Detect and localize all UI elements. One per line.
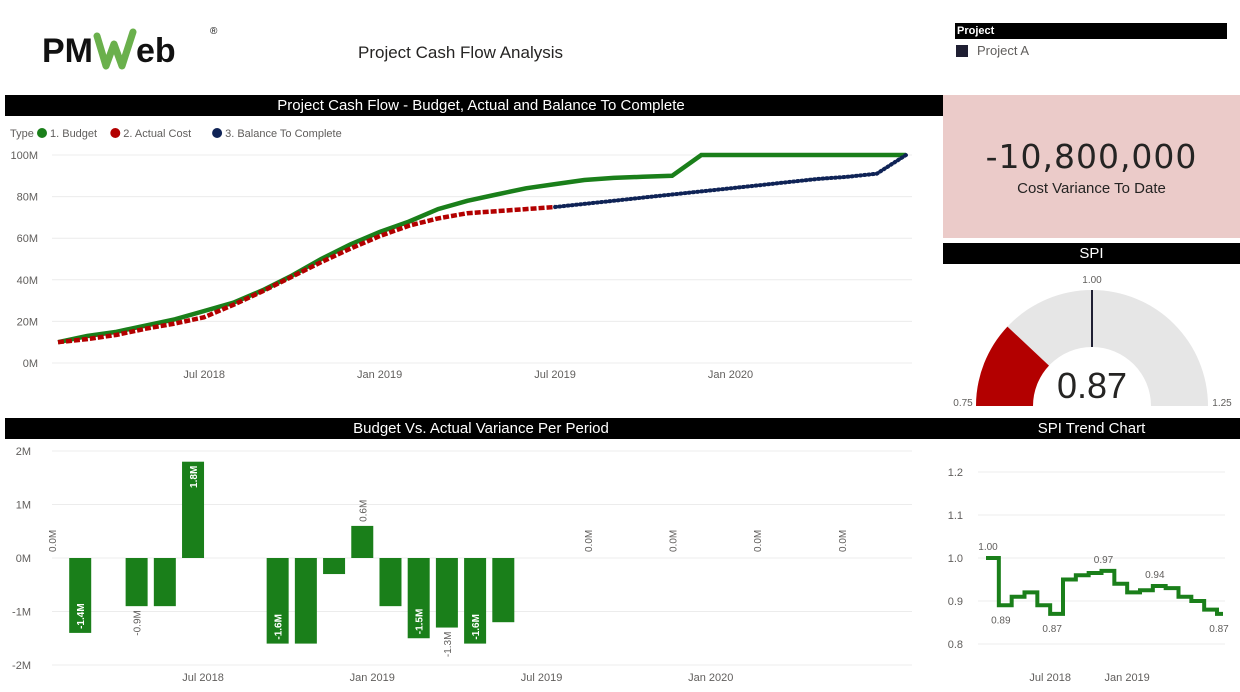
legend-label: 2. Actual Cost [123,128,191,140]
legend-marker [110,128,121,138]
variance-bar [492,558,515,623]
x-tick-label: Jul 2018 [182,672,224,684]
variance-bar [69,558,92,633]
svg-text:PM: PM [42,32,93,70]
y-tick-label: 40M [17,275,38,287]
x-tick-label: Jan 2019 [357,369,402,381]
variance-bar [407,558,430,639]
y-tick-label: 1.0 [948,553,963,565]
y-tick-label: 0.9 [948,596,963,608]
y-tick-label: 80M [17,192,38,204]
gauge-min-label: 0.75 [953,398,973,409]
series-line-2 [57,204,556,345]
slicer-heading: Project [955,23,1227,39]
bar-data-label: -1.5M [415,609,426,635]
legend-label: 1. Budget [50,128,97,140]
x-tick-label: Jan 2019 [350,672,395,684]
y-tick-label: 0M [16,553,31,565]
legend-title: Type [10,128,34,140]
variance-bar [435,558,458,628]
bar-data-label: 0.0M [838,530,849,552]
checkbox-icon[interactable] [956,44,968,57]
variance-bar [464,558,487,644]
variance-bar [266,558,289,644]
variance-bar [182,461,205,558]
cost-variance-card: -10,800,000 Cost Variance To Date [943,95,1240,238]
y-tick-label: 1M [16,500,31,512]
variance-chart: -2M -1M 0M 1M 2M Jul 2018 Jan 2019 Jul 2019 Jan … [12,446,912,684]
gauge-max-label: 1.25 [1212,398,1232,409]
spi-title: SPI [943,243,1240,264]
cost-variance-label: Cost Variance To Date [1017,180,1166,197]
y-tick-label: -1M [12,607,31,619]
variance-chart-title: Budget Vs. Actual Variance Per Period [5,418,957,439]
series-line-1 [57,152,906,345]
variance-bar [323,558,346,575]
y-tick-label: -2M [12,660,31,672]
x-tick-label: Jan 2020 [688,672,733,684]
x-tick-label: Jul 2018 [1029,672,1071,684]
bar-data-label: 1.8M [189,466,200,488]
y-tick-label: 20M [17,316,38,328]
slicer-item-label: Project A [977,43,1030,58]
bar-data-label: -1.3M [443,632,454,658]
spi-data-label: 0.94 [1145,570,1165,581]
spi-data-label: 0.87 [1209,624,1229,635]
spi-data-label: 0.89 [991,615,1011,626]
bar-data-label: -1.4M [76,603,87,629]
y-tick-label: 60M [17,233,38,245]
spi-trend-title: SPI Trend Chart [943,418,1240,439]
cost-variance-value: -10,800,000 [985,137,1198,176]
variance-bar [125,558,148,607]
variance-bar [294,558,317,644]
spi-data-label: 0.87 [1042,624,1062,635]
variance-bar [351,525,374,558]
gauge-fill [976,326,1049,406]
y-tick-label: 0M [23,358,38,370]
cashflow-chart-title: Project Cash Flow - Budget, Actual and B… [5,95,957,116]
legend-marker [212,128,223,138]
spi-trend-line [986,556,1223,616]
y-tick-label: 0.8 [948,639,963,651]
y-tick-label: 1.2 [948,467,963,479]
x-tick-label: Jul 2019 [521,672,563,684]
legend-label: 3. Balance To Complete [225,128,342,140]
spi-data-label: 1.00 [978,542,998,553]
spi-trend-chart: 0.8 0.9 1.0 1.1 1.2 Jul 2018 Jan 2019 1.00 0.89 0… [948,467,1229,684]
y-tick-label: 1.1 [948,510,963,522]
bar-data-label: -1.6M [274,614,285,640]
svg-text:eb: eb [136,32,176,70]
bar-data-label: 0.0M [669,530,680,552]
x-tick-label: Jan 2020 [708,369,753,381]
slicer-item-project-a[interactable]: Project A [955,43,1227,58]
series-line-3 [553,153,908,209]
bar-data-label: 0.6M [358,500,369,522]
bar-data-label: -1.6M [471,614,482,640]
project-slicer: Project Project A [955,23,1227,58]
cashflow-chart: 0M 20M 40M 60M 80M 100M Jul 2018 Jan 2019 Jul 20… [10,128,912,381]
bar-data-label: -0.9M [133,610,144,636]
spi-data-label: 0.97 [1094,555,1114,566]
variance-bar [153,558,176,607]
registered-mark: ® [210,26,218,37]
y-tick-label: 100M [10,150,38,162]
x-tick-label: Jan 2019 [1105,672,1150,684]
gauge-value: 0.87 [1057,365,1127,406]
gauge-target-label: 1.00 [1082,275,1102,286]
x-tick-label: Jul 2018 [183,369,225,381]
y-tick-label: 2M [16,446,31,458]
bar-data-label: 0.0M [48,530,59,552]
spi-gauge: 1.00 0.75 1.25 0.87 [953,275,1232,409]
bar-data-label: 0.0M [584,530,595,552]
legend-marker [37,128,47,138]
variance-bar [379,558,402,607]
pmweb-logo: PM eb ® [42,26,218,70]
bar-data-label: 0.0M [753,530,764,552]
page-title: Project Cash Flow Analysis [358,43,564,62]
x-tick-label: Jul 2019 [534,369,576,381]
